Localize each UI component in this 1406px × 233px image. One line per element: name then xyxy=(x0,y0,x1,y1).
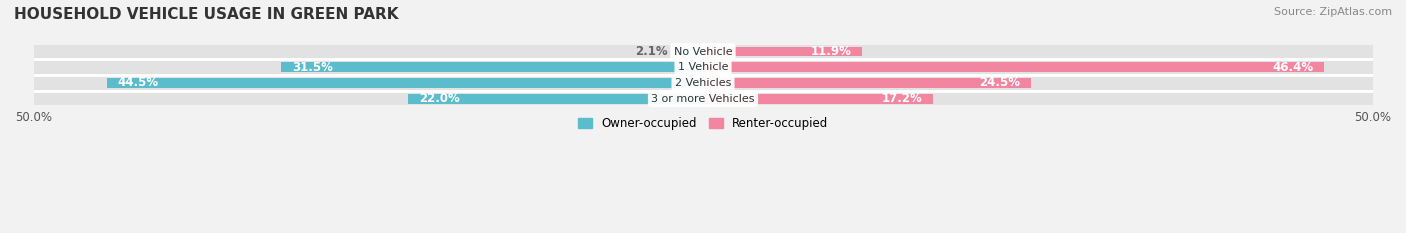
Text: 22.0%: 22.0% xyxy=(419,92,460,105)
Text: 24.5%: 24.5% xyxy=(980,76,1021,89)
Bar xyxy=(703,78,1031,88)
Bar xyxy=(408,94,703,103)
Text: 44.5%: 44.5% xyxy=(118,76,159,89)
Text: 11.9%: 11.9% xyxy=(811,45,852,58)
Bar xyxy=(34,61,1372,74)
Bar xyxy=(703,94,934,103)
Bar xyxy=(703,47,862,56)
Text: 1 Vehicle: 1 Vehicle xyxy=(678,62,728,72)
Bar xyxy=(703,62,1324,72)
Bar xyxy=(34,45,1372,58)
Text: Source: ZipAtlas.com: Source: ZipAtlas.com xyxy=(1274,7,1392,17)
Bar xyxy=(34,92,1372,105)
Bar xyxy=(281,62,703,72)
Text: 2.1%: 2.1% xyxy=(636,45,668,58)
Text: 31.5%: 31.5% xyxy=(292,61,333,74)
Text: No Vehicle: No Vehicle xyxy=(673,47,733,57)
Bar xyxy=(107,78,703,88)
Text: 3 or more Vehicles: 3 or more Vehicles xyxy=(651,94,755,104)
Legend: Owner-occupied, Renter-occupied: Owner-occupied, Renter-occupied xyxy=(572,113,834,135)
Bar xyxy=(34,76,1372,89)
Text: 2 Vehicles: 2 Vehicles xyxy=(675,78,731,88)
Bar xyxy=(675,47,703,56)
Text: 17.2%: 17.2% xyxy=(882,92,922,105)
Text: 46.4%: 46.4% xyxy=(1272,61,1313,74)
Text: HOUSEHOLD VEHICLE USAGE IN GREEN PARK: HOUSEHOLD VEHICLE USAGE IN GREEN PARK xyxy=(14,7,398,22)
